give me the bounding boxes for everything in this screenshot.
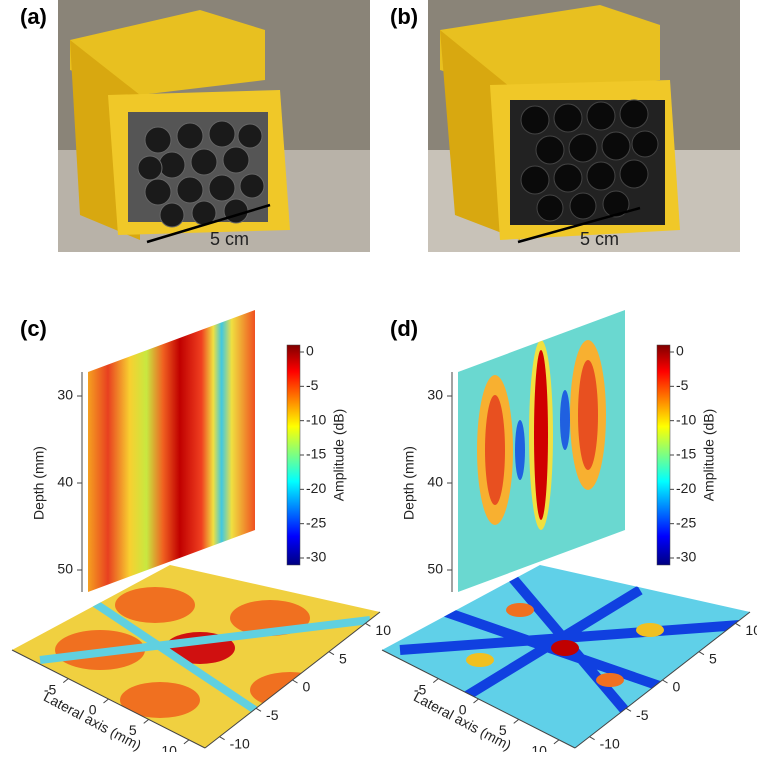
scale-label: 5 cm — [580, 229, 619, 249]
depth-plane — [450, 300, 630, 600]
tick-label: -25 — [306, 514, 326, 530]
tick-label: -5 — [306, 377, 319, 393]
tick — [514, 719, 519, 723]
photo — [58, 0, 370, 252]
tick-label: 50 — [427, 561, 443, 577]
panel-label: (c) — [20, 316, 47, 341]
tick-label: 10 — [531, 743, 547, 752]
tick-label: 10 — [745, 622, 757, 638]
tick — [735, 623, 740, 626]
lateral-plane — [0, 560, 390, 752]
tick — [474, 699, 479, 703]
tick — [590, 737, 595, 740]
tick-label: -20 — [676, 480, 696, 496]
axis-label: Depth (mm) — [31, 446, 47, 520]
tick-label: 5 — [709, 650, 717, 666]
panel-label: (a) — [20, 4, 47, 29]
tick — [293, 680, 298, 683]
tick-label: -5 — [636, 707, 649, 723]
tick — [433, 679, 438, 683]
tick-label: -10 — [306, 411, 326, 427]
colorbar-label: Amplitude (dB) — [331, 409, 347, 502]
tick-label: -20 — [306, 480, 326, 496]
tick — [329, 652, 334, 655]
tick-label: 30 — [57, 387, 73, 403]
tick-label: -10 — [676, 411, 696, 427]
tick — [104, 699, 109, 703]
depth-plane — [88, 239, 255, 600]
tick-label: 30 — [427, 387, 443, 403]
tick — [699, 652, 704, 655]
tick-label: -10 — [230, 735, 250, 751]
colorbar-label: Amplitude (dB) — [701, 409, 717, 502]
tick-label: -15 — [306, 446, 326, 462]
tick-label: -30 — [306, 549, 326, 565]
panel-label: (d) — [390, 316, 418, 341]
tick-label: -25 — [676, 514, 696, 530]
tick-label: 5 — [339, 650, 347, 666]
axis-label: Depth (mm) — [401, 446, 417, 520]
colorbar — [287, 345, 300, 565]
tick-label: 0 — [306, 343, 314, 359]
tick — [663, 680, 668, 683]
tick-label: 40 — [57, 474, 73, 490]
tick-label: 0 — [676, 343, 684, 359]
tick — [184, 740, 189, 744]
lateral-plane — [370, 560, 757, 752]
tick — [256, 708, 261, 711]
tick-label: -5 — [266, 707, 279, 723]
tick — [220, 737, 225, 740]
figure: (a) 5 cm (b) 5 cm (c)304050Depth (mm)-50… — [0, 0, 757, 752]
tick — [144, 719, 149, 723]
panel-label: (b) — [390, 4, 418, 29]
tick-label: -5 — [676, 377, 689, 393]
tick-label: -15 — [676, 446, 696, 462]
scale-label: 5 cm — [210, 229, 249, 249]
tick — [63, 679, 68, 683]
tick — [365, 623, 370, 626]
tick-label: -30 — [676, 549, 696, 565]
tick-label: -10 — [600, 735, 620, 751]
tick-label: 10 — [375, 622, 391, 638]
tick — [554, 740, 559, 744]
tick-label: 10 — [161, 743, 177, 752]
tick-label: 40 — [427, 474, 443, 490]
colorbar — [657, 345, 670, 565]
tick-label: 50 — [57, 561, 73, 577]
tick-label: 0 — [673, 679, 681, 695]
tick-label: 0 — [303, 679, 311, 695]
tick — [626, 708, 631, 711]
photo — [428, 0, 740, 252]
